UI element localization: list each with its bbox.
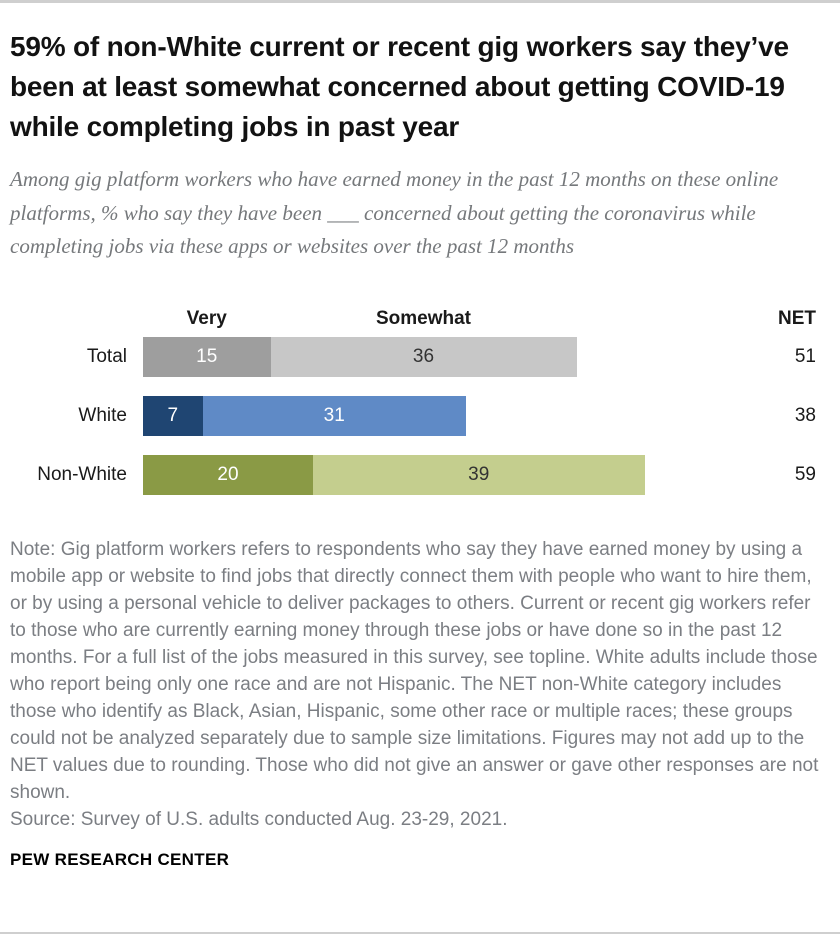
series-label-somewhat: Somewhat — [375, 307, 472, 329]
bar-segment-very: 20 — [143, 454, 313, 495]
net-header-label: NET — [778, 307, 816, 329]
chart-subtitle: Among gig platform workers who have earn… — [10, 167, 779, 259]
stacked-bar-chart: Very Somewhat NET Total 15 36 51 White 7… — [10, 308, 830, 495]
bar-value-label: 36 — [412, 345, 435, 367]
bar-value-label: 20 — [217, 463, 239, 485]
net-value-white: 38 — [794, 404, 816, 426]
bar-stack-white: 7 31 — [143, 395, 756, 436]
bar-row-nonwhite: Non-White 20 39 59 — [10, 454, 830, 495]
bar-segment-very: 7 — [143, 395, 203, 436]
bar-value-label: 7 — [167, 404, 179, 426]
bar-value-label: 39 — [468, 463, 490, 485]
bar-row-white: White 7 31 38 — [10, 395, 830, 436]
chart-header-row: Very Somewhat NET — [10, 308, 830, 330]
bar-value-label: 15 — [196, 345, 218, 367]
bar-value-label: 31 — [323, 404, 345, 426]
bar-stack-nonwhite: 20 39 — [143, 454, 756, 495]
bar-segment-somewhat: 36 — [270, 336, 577, 377]
chart-note: Note: Gig platform workers refers to res… — [10, 538, 819, 803]
category-label-total: Total — [86, 345, 127, 367]
net-value-nonwhite: 59 — [794, 463, 816, 485]
chart-source: Source: Survey of U.S. adults conducted … — [10, 808, 508, 830]
series-header-group: Very Somewhat — [143, 308, 756, 330]
bar-stack-total: 15 36 — [143, 336, 756, 377]
series-label-very: Very — [186, 307, 227, 329]
page-title: 59% of non-White current or recent gig w… — [10, 31, 789, 143]
category-label-white: White — [78, 404, 127, 426]
footnote-block: Note: Gig platform workers refers to res… — [10, 537, 830, 834]
bar-row-total: Total 15 36 51 — [10, 336, 830, 377]
category-label-nonwhite: Non-White — [37, 463, 127, 485]
pew-research-center-wordmark: PEW RESEARCH CENTER — [10, 849, 230, 869]
net-value-total: 51 — [794, 345, 816, 367]
bar-segment-very: 15 — [143, 336, 271, 377]
bar-segment-somewhat: 39 — [313, 454, 645, 495]
bar-segment-somewhat: 31 — [202, 395, 466, 436]
